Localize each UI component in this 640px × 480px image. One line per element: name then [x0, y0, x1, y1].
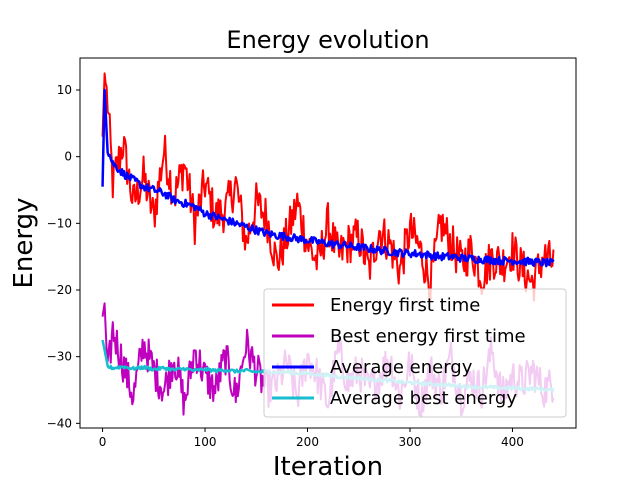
legend-label: Average best energy: [330, 388, 517, 409]
y-tick-label: 0: [64, 150, 72, 164]
legend-label: Average energy: [330, 357, 473, 378]
x-axis-label: Iteration: [273, 452, 383, 480]
legend-label: Energy first time: [330, 295, 480, 316]
x-tick-label: 100: [194, 435, 217, 449]
x-tick-label: 400: [501, 435, 524, 449]
series-line-energy-first-time: [101, 72, 555, 303]
y-tick-label: −30: [47, 350, 72, 364]
x-tick-label: 300: [399, 435, 422, 449]
legend: Energy first time Best energy first time A…: [263, 288, 567, 418]
y-axis-label: Energy: [9, 197, 39, 288]
y-tick-label: 10: [57, 83, 72, 97]
x-tick-label: 0: [99, 435, 107, 449]
chart-title: Energy evolution: [226, 26, 429, 54]
plot-area-frame: [79, 57, 577, 429]
x-axis-ticks: 0 100 200 300 400: [99, 428, 524, 449]
legend-box: [263, 288, 567, 418]
series-line-average-energy: [101, 88, 555, 268]
y-axis-ticks: −40 −30 −20 −10 0 10: [47, 83, 80, 430]
x-tick-label: 200: [296, 435, 319, 449]
y-tick-label: −10: [47, 216, 72, 230]
legend-label: Best energy first time: [330, 326, 526, 347]
y-tick-label: −20: [47, 283, 72, 297]
y-tick-label: −40: [47, 416, 72, 430]
